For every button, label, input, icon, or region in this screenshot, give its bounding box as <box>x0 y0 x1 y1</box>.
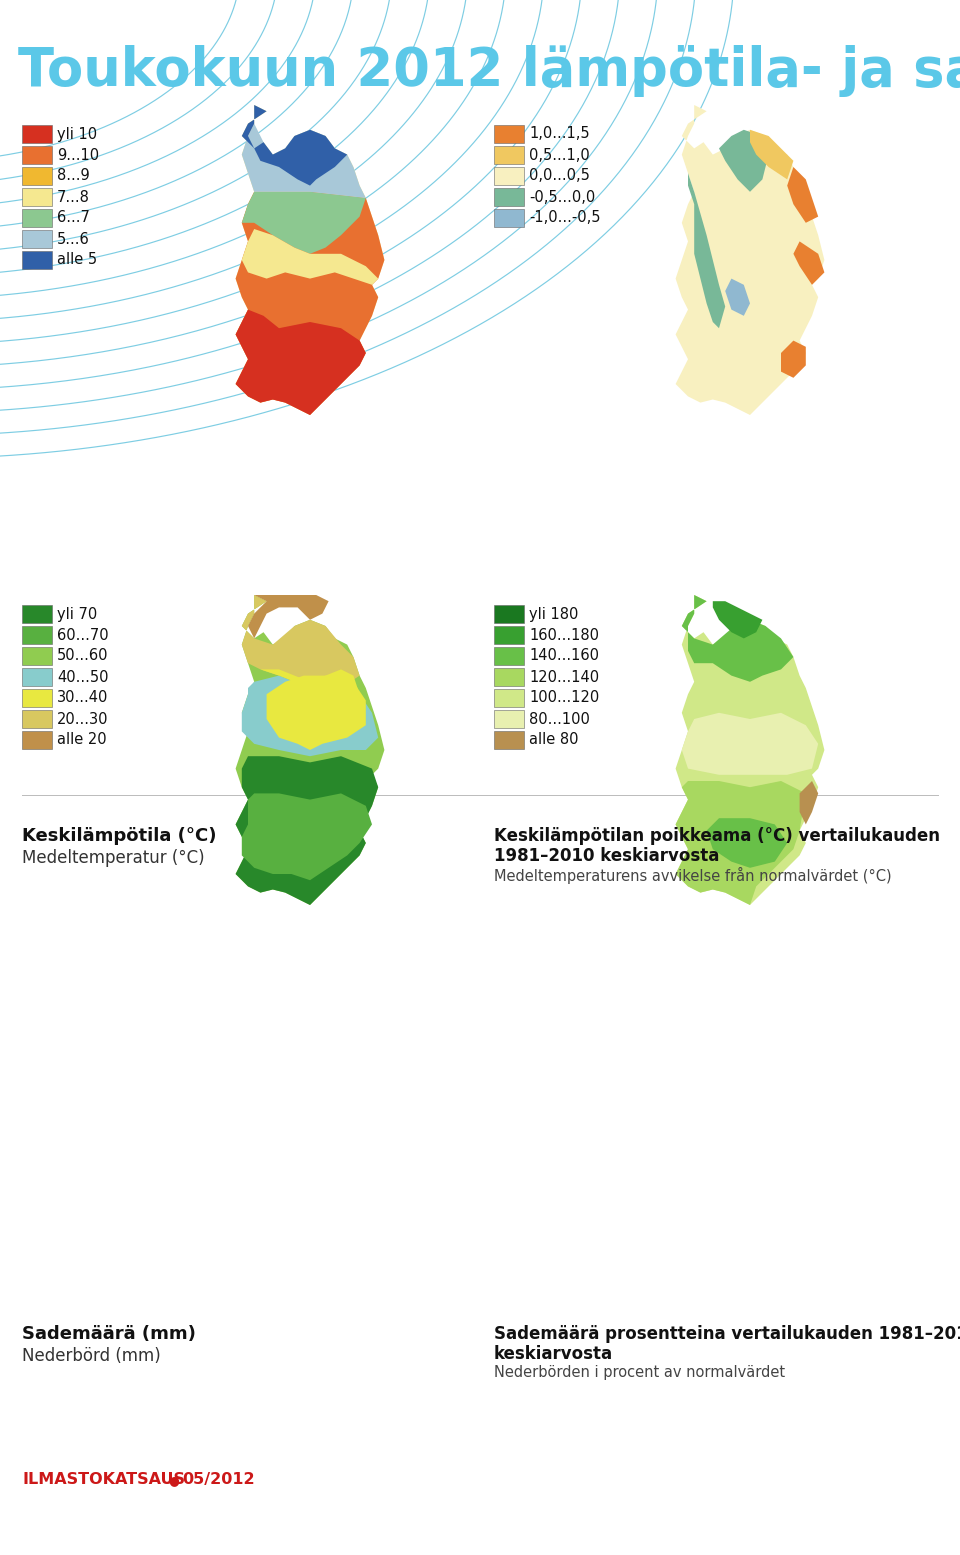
Text: 100...120: 100...120 <box>529 690 599 706</box>
Text: -1,0...-0,5: -1,0...-0,5 <box>529 210 601 225</box>
Bar <box>22 188 52 205</box>
Text: 7...8: 7...8 <box>57 190 90 205</box>
Bar <box>494 188 524 205</box>
Text: yli 10: yli 10 <box>57 126 97 142</box>
Polygon shape <box>242 191 366 253</box>
Bar <box>22 689 52 708</box>
Text: 50...60: 50...60 <box>57 648 108 664</box>
Bar <box>22 208 52 227</box>
Polygon shape <box>787 166 818 222</box>
Text: 120...140: 120...140 <box>529 670 599 684</box>
Text: yli 180: yli 180 <box>529 606 578 622</box>
Polygon shape <box>248 596 328 639</box>
Bar <box>22 146 52 163</box>
Text: Medeltemperaturens avvikelse från normalvärdet (°C): Medeltemperaturens avvikelse från normal… <box>494 868 892 883</box>
Polygon shape <box>676 596 825 905</box>
Polygon shape <box>793 241 825 285</box>
Bar <box>22 669 52 686</box>
Text: 9...10: 9...10 <box>57 148 99 163</box>
Bar <box>494 146 524 163</box>
Polygon shape <box>688 173 725 328</box>
Text: 0,0...0,5: 0,0...0,5 <box>529 168 589 183</box>
Polygon shape <box>682 712 818 774</box>
Bar <box>494 605 524 624</box>
Text: 40...50: 40...50 <box>57 670 108 684</box>
Polygon shape <box>725 278 750 316</box>
Text: 1,0...1,5: 1,0...1,5 <box>529 126 589 142</box>
Text: 60...70: 60...70 <box>57 628 108 642</box>
Polygon shape <box>712 602 762 639</box>
Text: alle 5: alle 5 <box>57 252 97 267</box>
Bar <box>494 208 524 227</box>
Text: alle 80: alle 80 <box>529 732 579 748</box>
Text: 80...100: 80...100 <box>529 712 589 726</box>
Polygon shape <box>235 596 384 905</box>
Polygon shape <box>242 106 348 185</box>
Bar <box>22 647 52 666</box>
Polygon shape <box>682 596 793 681</box>
Text: keskiarvosta: keskiarvosta <box>494 1345 613 1364</box>
Polygon shape <box>235 106 384 415</box>
Polygon shape <box>235 309 366 415</box>
Text: 20...30: 20...30 <box>57 712 108 726</box>
Polygon shape <box>235 191 384 415</box>
Bar <box>494 124 524 143</box>
Bar <box>494 669 524 686</box>
Text: 1981–2010 keskiarvosta: 1981–2010 keskiarvosta <box>494 847 719 865</box>
Bar <box>22 250 52 269</box>
Text: -0,5...0,0: -0,5...0,0 <box>529 190 595 205</box>
Polygon shape <box>676 781 805 905</box>
Text: Keskilämpötila (°C): Keskilämpötila (°C) <box>22 827 217 844</box>
Text: Medeltemperatur (°C): Medeltemperatur (°C) <box>22 849 204 868</box>
Polygon shape <box>242 675 378 756</box>
Text: alle 20: alle 20 <box>57 732 107 748</box>
Text: 140...160: 140...160 <box>529 648 599 664</box>
Polygon shape <box>707 818 787 868</box>
Text: Sademäärä (mm): Sademäärä (mm) <box>22 1325 196 1344</box>
Text: 0,5...1,0: 0,5...1,0 <box>529 148 589 163</box>
Bar <box>22 711 52 728</box>
Polygon shape <box>719 129 769 191</box>
Polygon shape <box>676 106 825 415</box>
Text: Nederbörd (mm): Nederbörd (mm) <box>22 1347 160 1365</box>
Text: Keskilämpötilan poikkeama (°C) vertailukauden: Keskilämpötilan poikkeama (°C) vertailuk… <box>494 827 940 844</box>
Text: ●: ● <box>168 1474 179 1487</box>
Polygon shape <box>235 756 378 905</box>
Bar <box>22 166 52 185</box>
Text: yli 70: yli 70 <box>57 606 97 622</box>
Bar <box>22 230 52 247</box>
Polygon shape <box>242 596 360 694</box>
Bar <box>22 605 52 624</box>
Bar <box>494 166 524 185</box>
Polygon shape <box>260 669 360 694</box>
Text: 6...7: 6...7 <box>57 210 90 225</box>
Text: Sademäärä prosentteina vertailukauden 1981–2010: Sademäärä prosentteina vertailukauden 19… <box>494 1325 960 1344</box>
Bar <box>22 627 52 644</box>
Bar <box>494 711 524 728</box>
Polygon shape <box>242 123 366 197</box>
Polygon shape <box>242 229 378 285</box>
Text: 8...9: 8...9 <box>57 168 89 183</box>
Bar <box>494 627 524 644</box>
Polygon shape <box>242 793 372 880</box>
Polygon shape <box>781 341 805 378</box>
Text: 160...180: 160...180 <box>529 628 599 642</box>
Text: 30...40: 30...40 <box>57 690 108 706</box>
Text: Toukokuun 2012 lämpötila- ja sadekartat: Toukokuun 2012 lämpötila- ja sadekartat <box>18 45 960 96</box>
Bar <box>494 647 524 666</box>
Text: Nederbörden i procent av normalvärdet: Nederbörden i procent av normalvärdet <box>494 1365 785 1379</box>
Text: 5...6: 5...6 <box>57 232 89 247</box>
Text: ILMASTOKATSAUS: ILMASTOKATSAUS <box>22 1473 185 1487</box>
Bar <box>494 731 524 750</box>
Bar <box>22 124 52 143</box>
Polygon shape <box>267 675 366 750</box>
Text: 05/2012: 05/2012 <box>182 1473 254 1487</box>
Polygon shape <box>800 781 818 824</box>
Bar <box>494 689 524 708</box>
Polygon shape <box>750 129 793 179</box>
Bar <box>22 731 52 750</box>
